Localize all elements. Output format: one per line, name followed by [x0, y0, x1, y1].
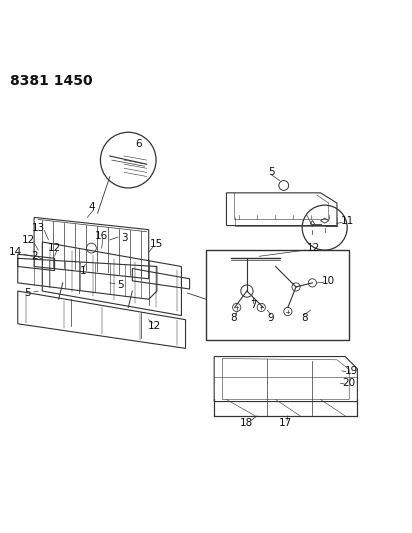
- Text: 18: 18: [240, 418, 253, 428]
- Text: 8: 8: [231, 313, 237, 322]
- Text: 9: 9: [267, 313, 274, 322]
- Text: 3: 3: [121, 233, 127, 243]
- Text: 1: 1: [80, 266, 87, 277]
- Text: 12: 12: [21, 235, 35, 245]
- Text: 13: 13: [32, 223, 45, 232]
- Text: 6: 6: [135, 139, 142, 149]
- Text: 5: 5: [268, 167, 275, 177]
- Text: 11: 11: [341, 216, 354, 227]
- Text: 17: 17: [279, 418, 293, 428]
- Text: 8: 8: [301, 313, 307, 322]
- Text: 14: 14: [9, 247, 22, 257]
- Text: 5: 5: [117, 280, 123, 290]
- Text: 16: 16: [95, 231, 108, 241]
- Text: 4: 4: [88, 202, 95, 212]
- Text: 12: 12: [48, 243, 61, 253]
- Text: 7: 7: [250, 301, 256, 310]
- Text: 10: 10: [322, 276, 335, 286]
- Text: 15: 15: [150, 239, 164, 249]
- Text: 5: 5: [25, 288, 31, 298]
- Text: 8381 1450: 8381 1450: [9, 74, 92, 88]
- Text: 12: 12: [148, 321, 162, 331]
- Text: 12: 12: [307, 243, 320, 253]
- Text: 2: 2: [31, 251, 37, 261]
- Bar: [206, 250, 349, 340]
- Text: 19: 19: [345, 366, 358, 376]
- Text: 20: 20: [343, 378, 356, 388]
